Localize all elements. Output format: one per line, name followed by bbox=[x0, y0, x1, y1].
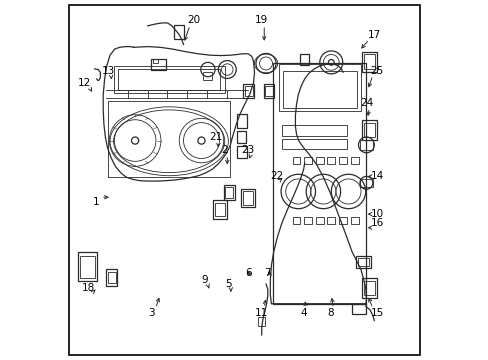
Text: 15: 15 bbox=[370, 308, 384, 318]
Bar bbox=[363, 281, 374, 296]
Bar bbox=[153, 59, 158, 63]
Text: 12: 12 bbox=[78, 78, 91, 88]
Bar bbox=[282, 139, 346, 149]
Text: 18: 18 bbox=[81, 283, 95, 293]
Bar bbox=[236, 114, 246, 128]
Bar bbox=[361, 120, 376, 140]
Bar bbox=[174, 26, 184, 39]
Bar bbox=[360, 179, 372, 187]
Text: 10: 10 bbox=[370, 209, 383, 219]
Bar bbox=[203, 72, 212, 80]
Bar bbox=[361, 278, 376, 298]
Bar bbox=[236, 146, 246, 158]
Bar bbox=[339, 157, 346, 164]
Bar bbox=[243, 84, 254, 98]
Text: 25: 25 bbox=[370, 66, 383, 76]
Bar bbox=[151, 59, 165, 70]
Bar bbox=[351, 304, 366, 314]
Text: 16: 16 bbox=[370, 218, 384, 228]
Text: 14: 14 bbox=[370, 171, 384, 181]
Bar bbox=[315, 217, 323, 224]
Bar bbox=[264, 86, 272, 96]
Bar bbox=[282, 126, 346, 135]
Text: 9: 9 bbox=[202, 275, 208, 285]
Text: 1: 1 bbox=[92, 197, 99, 207]
Bar bbox=[359, 140, 372, 150]
Bar bbox=[263, 84, 274, 98]
Bar bbox=[350, 217, 358, 224]
Text: 22: 22 bbox=[269, 171, 283, 181]
Bar bbox=[304, 157, 312, 164]
Text: 3: 3 bbox=[148, 308, 154, 318]
Bar bbox=[258, 317, 264, 326]
Bar bbox=[292, 217, 300, 224]
Text: 7: 7 bbox=[264, 268, 270, 278]
Bar bbox=[224, 185, 234, 200]
Bar bbox=[273, 63, 366, 304]
Text: 19: 19 bbox=[255, 15, 268, 26]
Bar bbox=[300, 54, 308, 65]
Bar bbox=[225, 187, 233, 198]
Bar bbox=[113, 66, 224, 93]
Bar bbox=[244, 86, 252, 96]
Bar bbox=[356, 256, 370, 267]
Text: 11: 11 bbox=[255, 308, 268, 318]
Bar bbox=[292, 157, 300, 164]
Text: 21: 21 bbox=[209, 132, 222, 142]
Text: 6: 6 bbox=[244, 268, 251, 278]
Text: 5: 5 bbox=[224, 279, 231, 289]
Bar bbox=[108, 272, 116, 283]
Text: 13: 13 bbox=[102, 66, 115, 76]
Text: 8: 8 bbox=[326, 308, 333, 318]
Bar bbox=[339, 217, 346, 224]
Bar bbox=[282, 71, 356, 108]
Bar bbox=[350, 157, 358, 164]
Bar bbox=[106, 270, 117, 285]
Bar bbox=[243, 191, 253, 205]
Text: 20: 20 bbox=[187, 15, 201, 26]
Bar bbox=[363, 123, 374, 137]
Bar bbox=[326, 217, 335, 224]
Text: 24: 24 bbox=[359, 98, 372, 108]
Text: 23: 23 bbox=[241, 144, 254, 154]
Bar bbox=[357, 258, 368, 266]
Bar bbox=[241, 189, 254, 207]
Bar bbox=[315, 157, 323, 164]
Bar bbox=[80, 256, 95, 278]
Bar bbox=[278, 64, 360, 111]
Bar bbox=[237, 131, 245, 143]
Bar bbox=[363, 54, 374, 69]
Bar bbox=[304, 217, 312, 224]
Bar bbox=[215, 203, 224, 216]
Bar bbox=[361, 52, 376, 72]
Text: 17: 17 bbox=[367, 30, 380, 40]
Bar bbox=[326, 157, 335, 164]
Text: 4: 4 bbox=[300, 308, 306, 318]
Bar bbox=[213, 200, 226, 219]
Text: 2: 2 bbox=[221, 144, 227, 154]
Bar bbox=[118, 69, 220, 90]
Bar bbox=[78, 252, 97, 282]
